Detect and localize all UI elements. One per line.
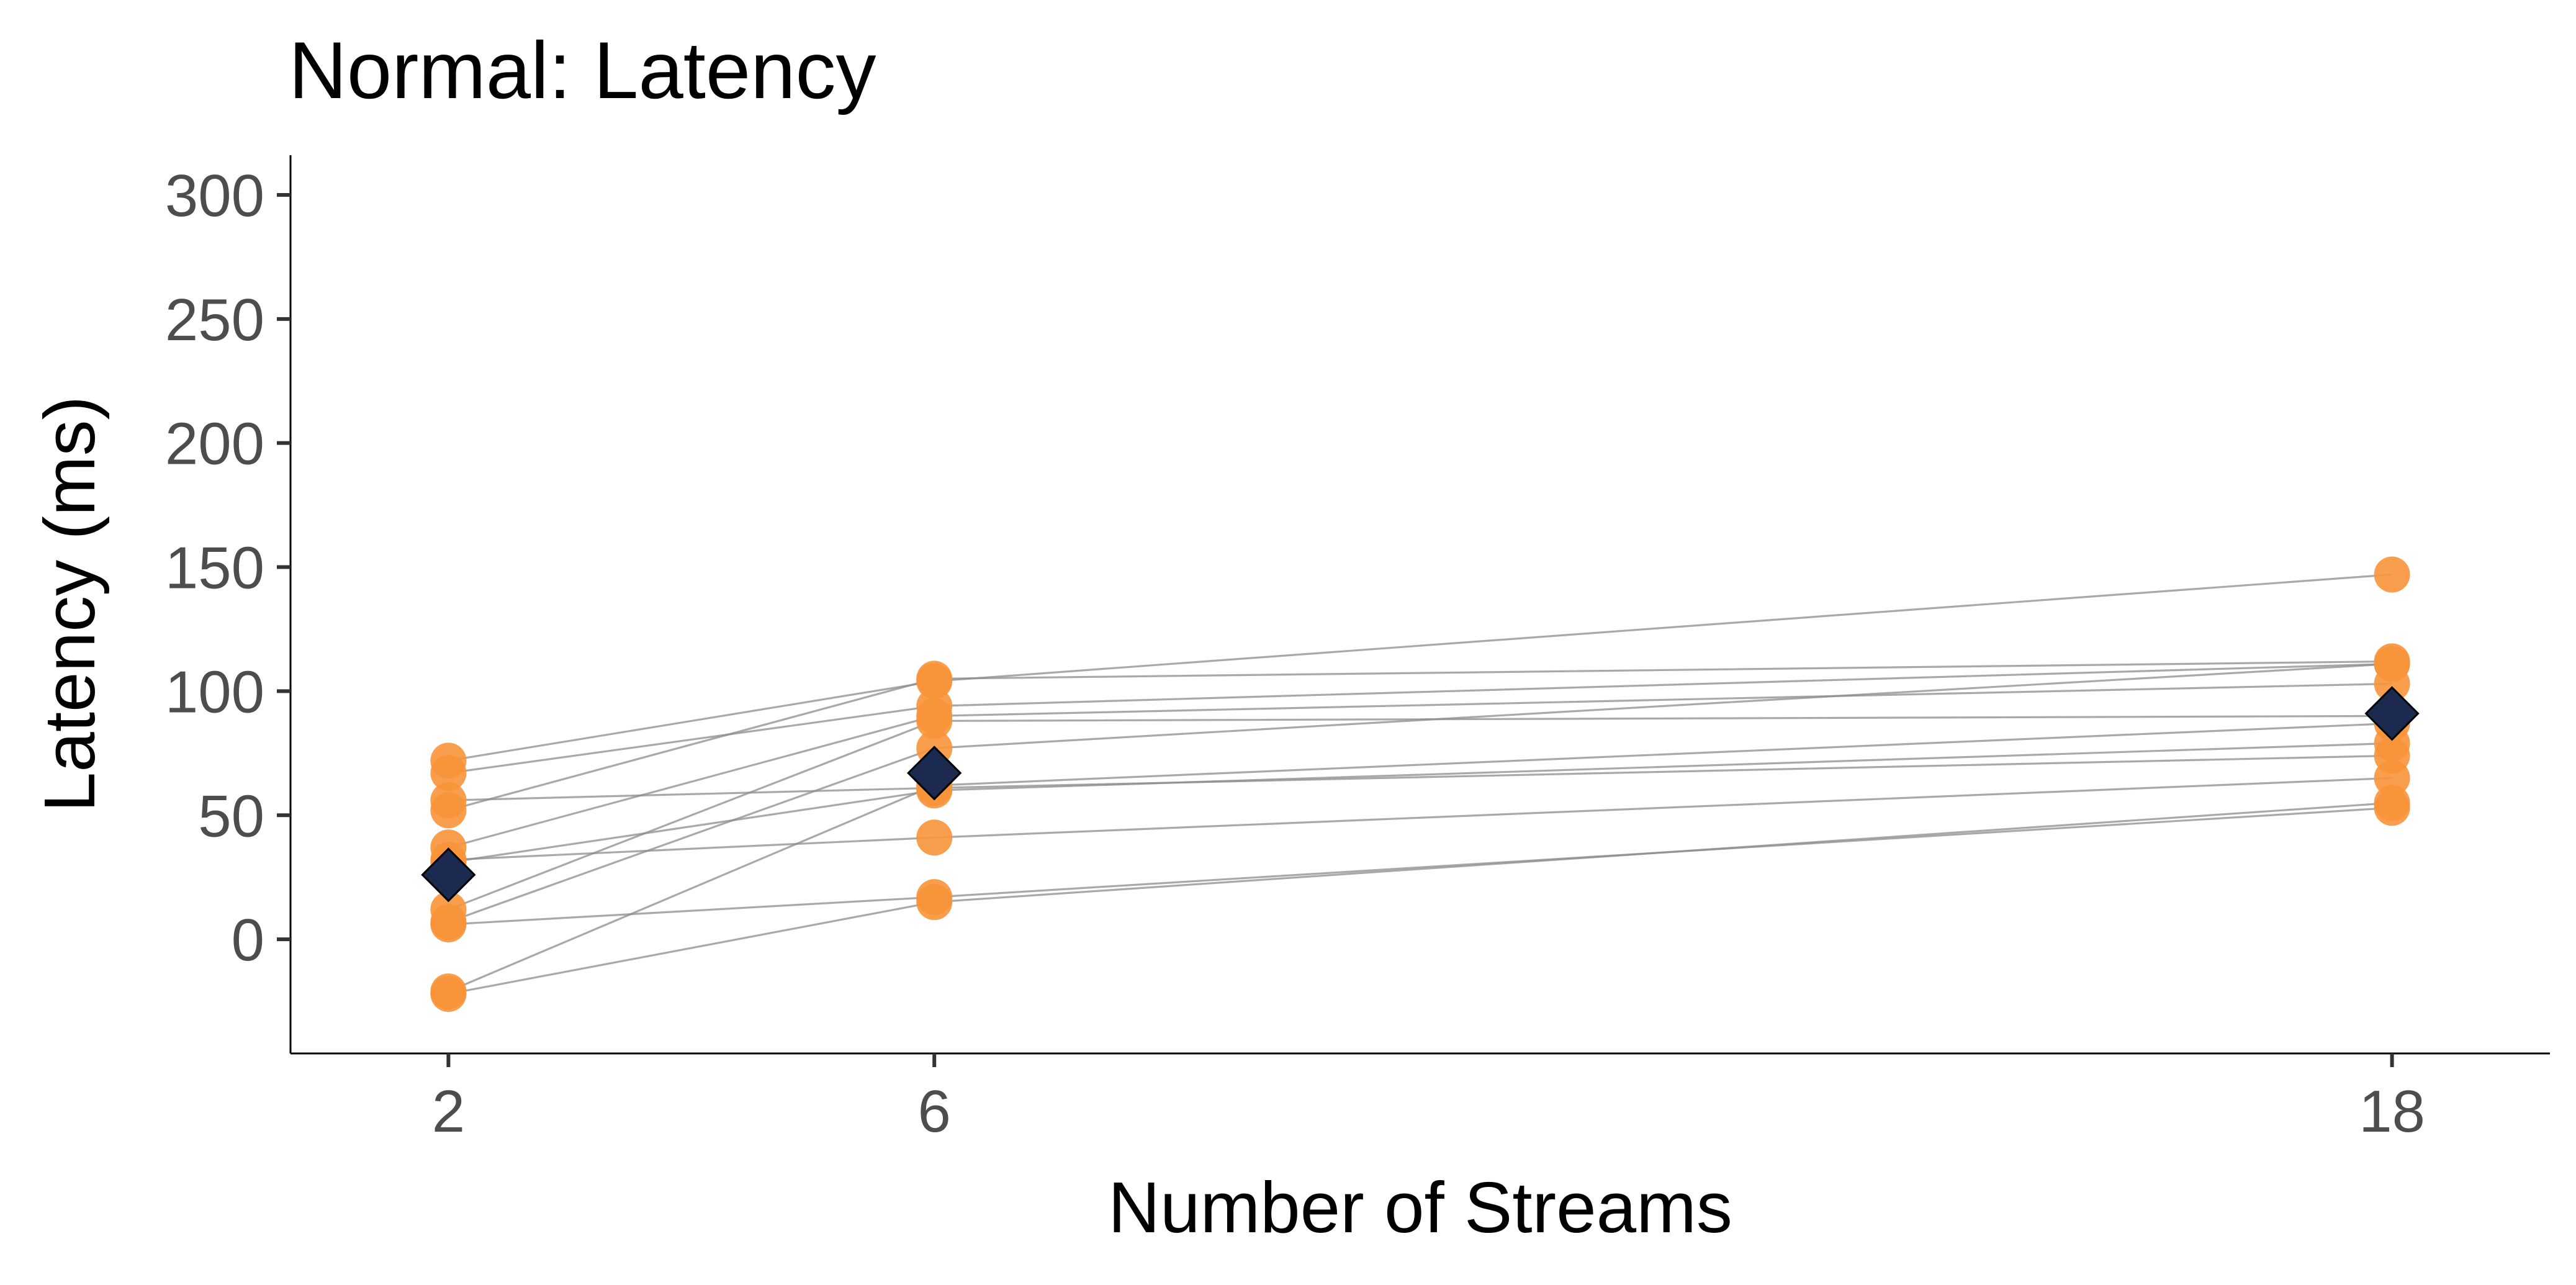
- data-point: [2374, 556, 2410, 593]
- data-point: [2374, 725, 2410, 762]
- data-point: [916, 661, 953, 697]
- x-axis-ticks: 2 6 18: [432, 1053, 2425, 1145]
- mean-marker: [421, 847, 476, 903]
- y-tick-label: 250: [165, 287, 264, 353]
- data-point: [2374, 785, 2410, 821]
- subject-points: [430, 556, 2410, 1012]
- data-point: [2374, 646, 2410, 682]
- subject-line: [448, 801, 2392, 995]
- y-axis-title: Latency (ms): [29, 396, 110, 812]
- subject-lines: [448, 573, 2392, 995]
- x-tick-label: 2: [432, 1078, 465, 1145]
- y-tick-label: 150: [165, 535, 264, 602]
- y-tick-label: 100: [165, 659, 264, 725]
- data-point: [2374, 760, 2410, 796]
- subject-line: [448, 806, 2392, 926]
- y-tick-label: 0: [232, 907, 264, 973]
- x-tick-label: 18: [2359, 1078, 2425, 1145]
- y-tick-label: 300: [165, 163, 264, 229]
- data-point: [430, 976, 467, 1012]
- data-point: [916, 703, 953, 739]
- data-point: [430, 755, 467, 791]
- data-point: [916, 884, 953, 921]
- y-tick-label: 50: [198, 783, 264, 849]
- subject-line: [448, 715, 2392, 911]
- x-tick-label: 6: [918, 1078, 951, 1145]
- chart-title: Normal: Latency: [289, 25, 876, 115]
- mean-marker: [2364, 686, 2420, 741]
- y-axis-ticks: 0 50 100 150 200 250 300: [165, 163, 290, 973]
- x-axis-title: Number of Streams: [1108, 1167, 1732, 1248]
- subject-line: [448, 722, 2392, 993]
- mean-marker: [907, 746, 962, 801]
- data-point: [916, 819, 953, 856]
- data-point: [430, 782, 467, 819]
- plot-area: [421, 556, 2420, 1012]
- data-point: [430, 906, 467, 943]
- mean-markers: [421, 686, 2420, 903]
- subject-line: [448, 754, 2392, 801]
- y-tick-label: 200: [165, 411, 264, 477]
